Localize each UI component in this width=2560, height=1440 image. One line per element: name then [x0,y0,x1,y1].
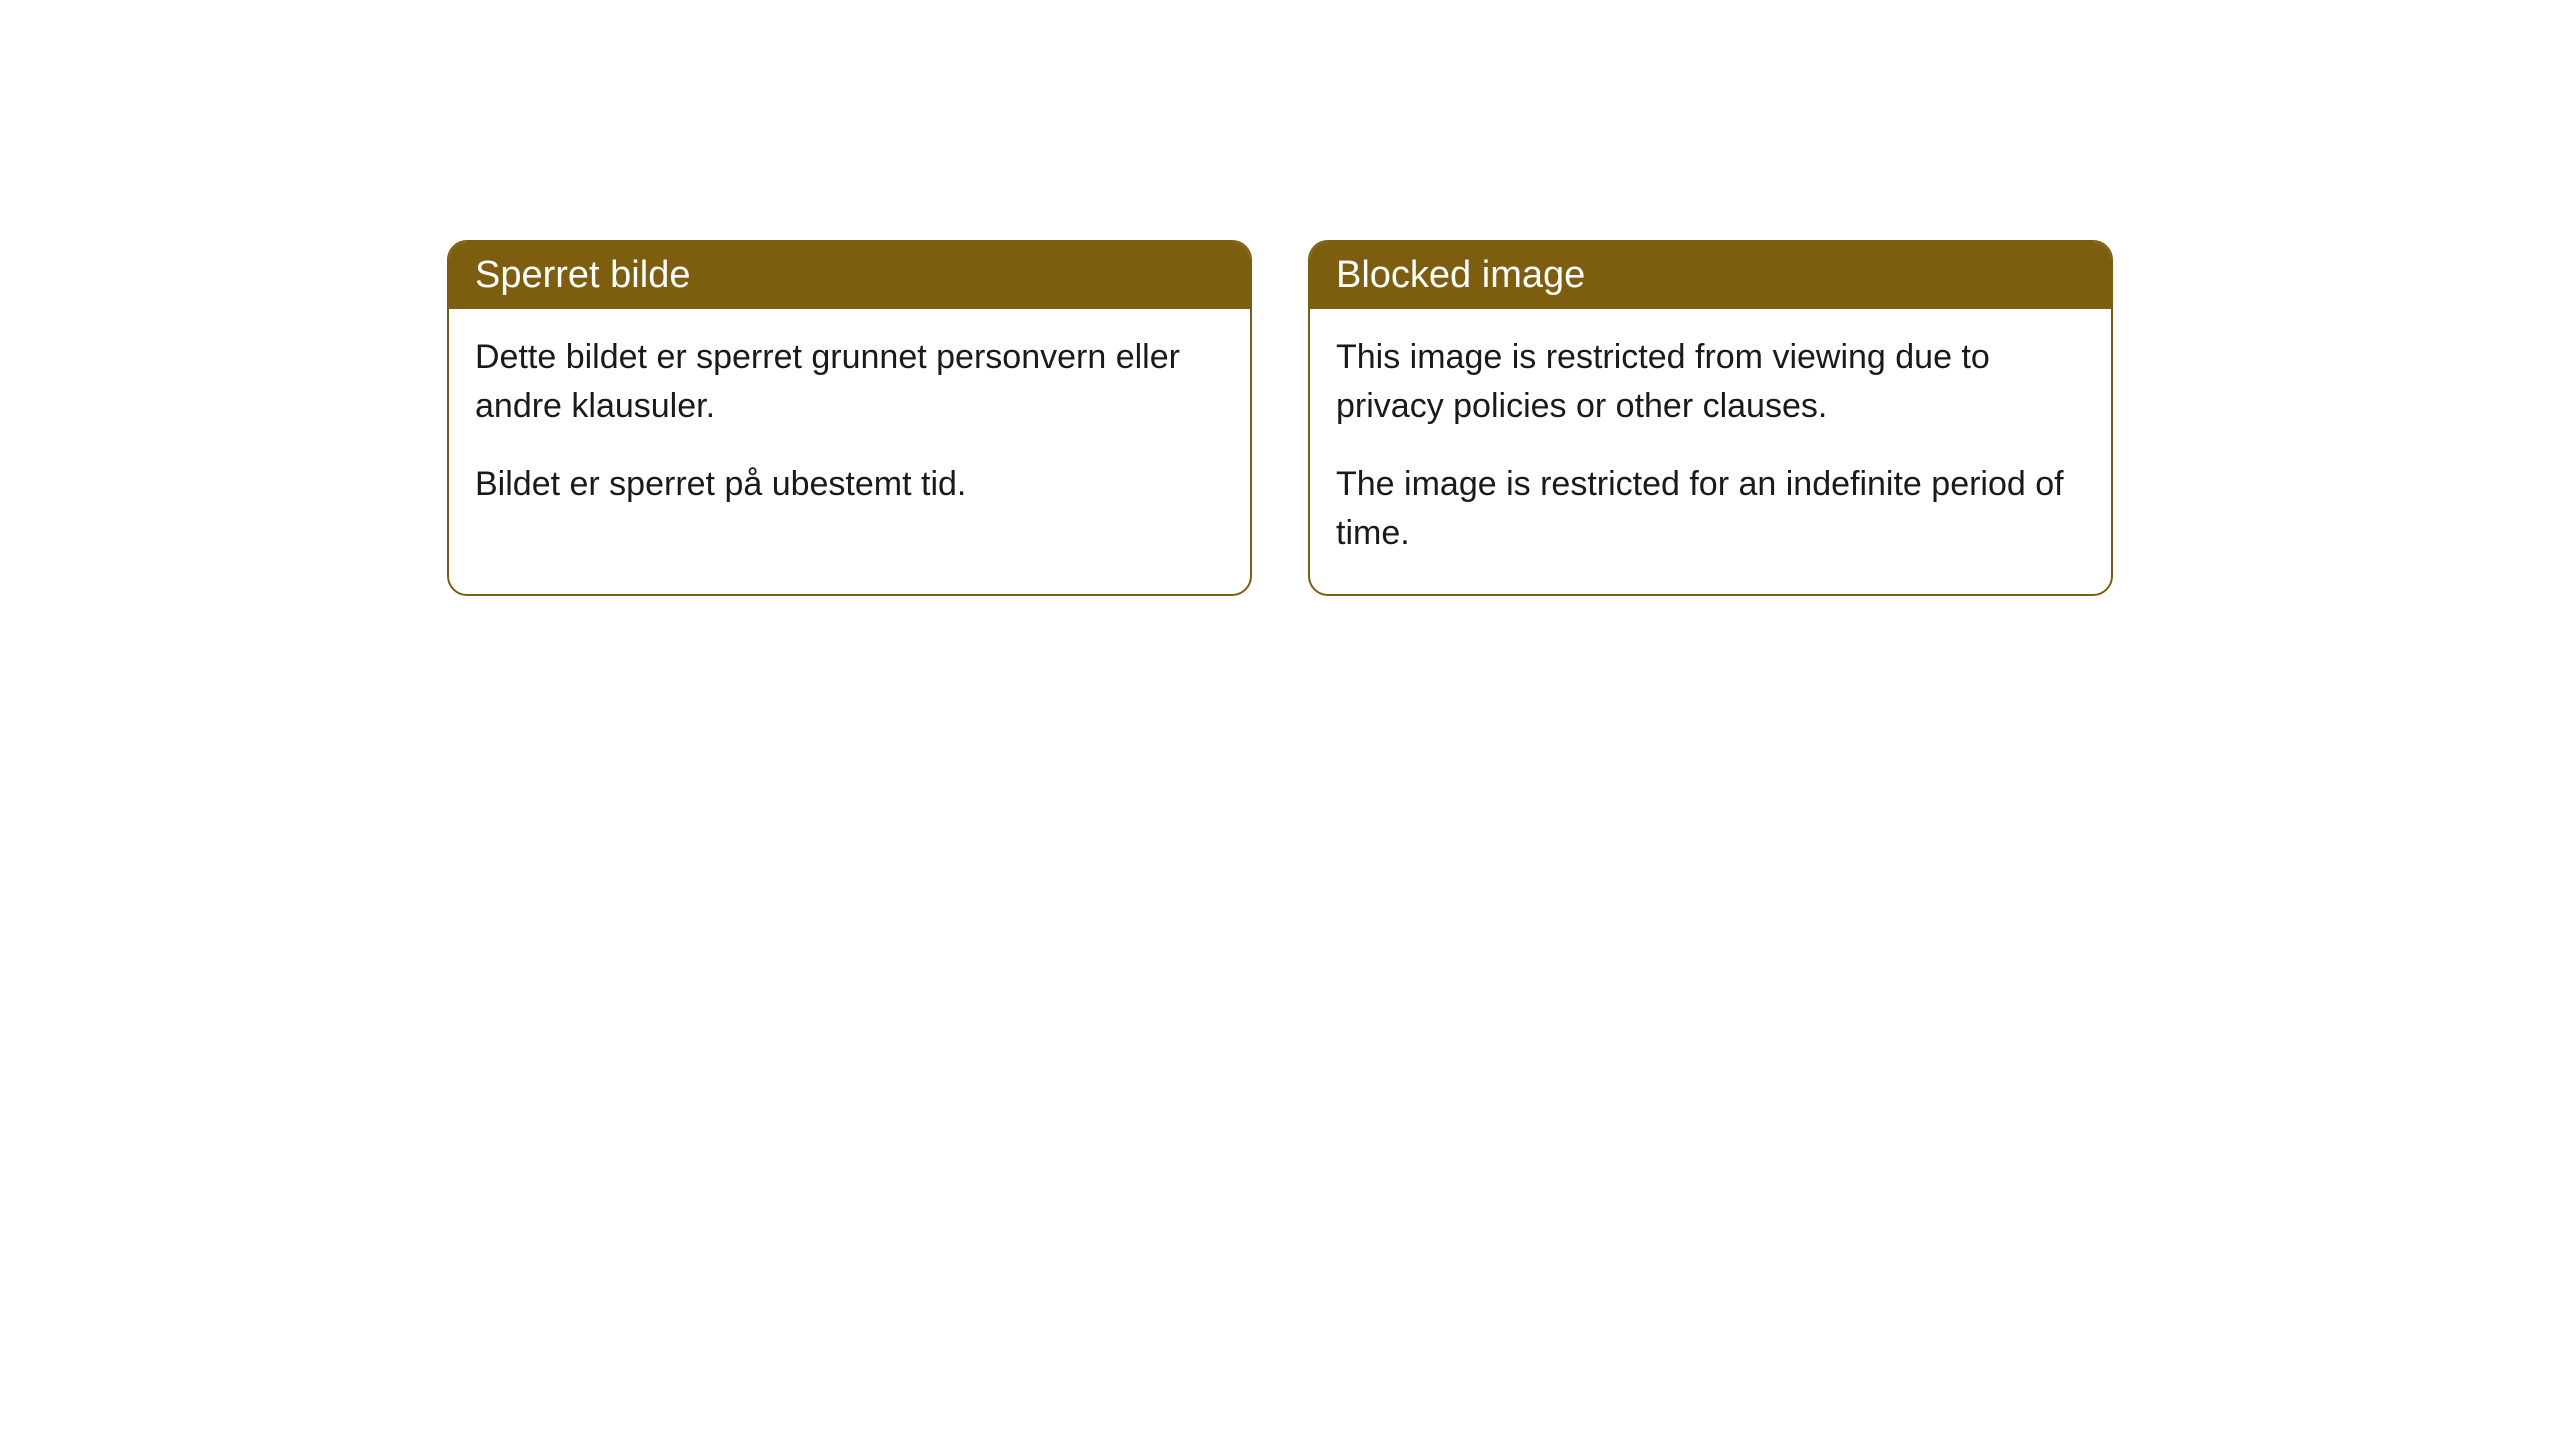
card-title-en: Blocked image [1336,254,1585,296]
cards-container: Sperret bilde Dette bildet er sperret gr… [0,240,2560,596]
card-body-no: Dette bildet er sperret grunnet personve… [449,309,1250,545]
card-header-en: Blocked image [1310,242,2111,309]
card-body-en: This image is restricted from viewing du… [1310,309,2111,594]
blocked-image-card-no: Sperret bilde Dette bildet er sperret gr… [447,240,1252,596]
card-paragraph-2-en: The image is restricted for an indefinit… [1336,460,2085,559]
blocked-image-card-en: Blocked image This image is restricted f… [1308,240,2113,596]
card-paragraph-1-no: Dette bildet er sperret grunnet personve… [475,333,1224,432]
card-title-no: Sperret bilde [475,254,690,296]
card-header-no: Sperret bilde [449,242,1250,309]
card-paragraph-2-no: Bildet er sperret på ubestemt tid. [475,460,1224,509]
card-paragraph-1-en: This image is restricted from viewing du… [1336,333,2085,432]
